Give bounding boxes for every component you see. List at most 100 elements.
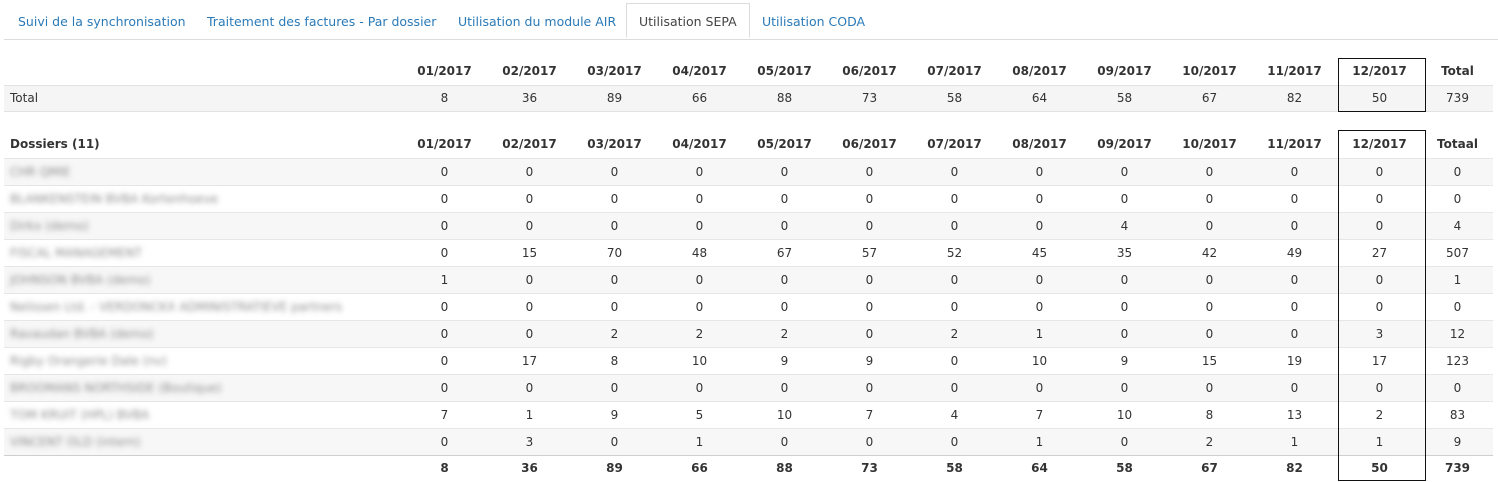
dossier-month-cell: 49 xyxy=(1286,245,1303,260)
dossier-month-cell: 0 xyxy=(440,245,449,260)
dossier-month-cell: 0 xyxy=(950,353,959,368)
dossier-month-cell: 0 xyxy=(780,218,789,233)
dossier-total-cell: 83 xyxy=(1449,407,1466,422)
dossier-name-redacted: Rigby Orangerie Dale (nv) xyxy=(10,353,167,368)
total-cell: 88 xyxy=(776,91,793,105)
dossier-row: CHR QMIE 0 0 0 0 0 0 0 0 0 0 0 0 0 xyxy=(4,158,1493,185)
dossier-month-cell: 45 xyxy=(1031,245,1048,260)
dossier-month-cell: 2 xyxy=(780,326,789,341)
dossier-month-cell: 0 xyxy=(780,272,789,287)
total-cell: 73 xyxy=(861,91,878,105)
dossier-month-cell: 4 xyxy=(1120,218,1129,233)
dossier-row: Ravaudan BVBA (demo) 0 0 2 2 2 0 2 1 0 0 0 3 12 xyxy=(4,320,1493,347)
tab-module-air[interactable]: Utilisation du module AIR xyxy=(458,14,617,29)
dossier-month-cell: 0 xyxy=(1120,299,1129,314)
total-table-corner xyxy=(4,57,402,85)
dossier-month-cell: 0 xyxy=(1035,272,1044,287)
dossier-month-cell: 0 xyxy=(1120,272,1129,287)
dossier-row: FISCAL MANAGEMENT 0 15 70 48 67 57 52 45 35 42 49 27… xyxy=(4,239,1493,266)
dossier-month-cell: 7 xyxy=(865,407,874,422)
dossier-row: Nelissen Ltd. - VERDONCKX ADMINISTRATIEV… xyxy=(4,293,1493,320)
dossier-month-cell: 9 xyxy=(865,353,874,368)
dossier-month-cell: 2 xyxy=(1205,434,1214,449)
dossier-name-redacted: VINCENT OLD (intern) xyxy=(10,434,141,449)
dossier-total-cell: 0 xyxy=(1453,299,1462,314)
dossier-month-cell: 0 xyxy=(1290,326,1299,341)
dossier-month-cell: 0 xyxy=(610,164,619,179)
dossier-month-cell: 42 xyxy=(1201,245,1218,260)
dossier-month-cell: 1 xyxy=(1290,434,1299,449)
dossier-month-cell: 8 xyxy=(1205,407,1214,422)
dossier-row: JOHNSON BVBA (demo) 1 0 0 0 0 0 0 0 0 0 0 0 1 xyxy=(4,266,1493,293)
dossier-month-cell: 0 xyxy=(780,380,789,395)
total-table: 01/2017 02/2017 03/2017 04/2017 05/2017 … xyxy=(4,57,1493,112)
tab-traitement-factures[interactable]: Traitement des factures - Par dossier xyxy=(207,14,437,29)
total-table-header: 01/2017 02/2017 03/2017 04/2017 05/2017 … xyxy=(4,57,1493,85)
dossier-month-cell: 1 xyxy=(695,434,704,449)
dossier-month-cell: 3 xyxy=(1375,326,1384,341)
dossier-row: TOM KRUIT (HPL) BVBA 7 1 9 5 10 7 4 7 10 8 13 2 83 xyxy=(4,401,1493,428)
dossier-month-cell: 57 xyxy=(861,245,878,260)
dossier-month-cell: 0 xyxy=(1120,191,1129,206)
dossier-month-cell: 9 xyxy=(610,407,619,422)
month-header: 03/2017 xyxy=(587,136,642,151)
dossier-month-cell: 0 xyxy=(865,218,874,233)
month-header: 01/2017 xyxy=(417,63,472,78)
dossier-month-cell: 0 xyxy=(1035,164,1044,179)
month-header: 07/2017 xyxy=(927,63,982,78)
tab-suivi-synchronisation[interactable]: Suivi de la synchronisation xyxy=(18,14,186,29)
dossier-month-cell: 4 xyxy=(950,407,959,422)
dossier-month-cell: 10 xyxy=(776,407,793,422)
dossiers-count-header: Dossiers (11) xyxy=(10,136,100,151)
dossier-row: VINCENT OLD (intern) 0 3 0 1 0 0 0 1 0 2 1 1 9 xyxy=(4,428,1493,455)
dossier-month-cell: 0 xyxy=(525,191,534,206)
dossier-month-cell: 17 xyxy=(1371,353,1388,368)
dossier-month-cell: 0 xyxy=(525,272,534,287)
dossier-name-redacted: TOM KRUIT (HPL) BVBA xyxy=(10,407,150,422)
dossier-name-redacted: FISCAL MANAGEMENT xyxy=(10,245,142,260)
footer-total-cell: 50 xyxy=(1371,461,1388,476)
footer-total-cell: 73 xyxy=(861,461,878,476)
total-row-label: Total xyxy=(10,91,39,105)
dossier-month-cell: 0 xyxy=(1035,191,1044,206)
month-header: 11/2017 xyxy=(1267,63,1322,78)
total-cell: 8 xyxy=(440,91,449,105)
dossier-month-cell: 0 xyxy=(780,299,789,314)
totaal-column-header: Totaal xyxy=(1437,136,1478,151)
dossier-month-cell: 0 xyxy=(950,380,959,395)
tab-utilisation-coda[interactable]: Utilisation CODA xyxy=(762,14,866,29)
dossier-row: BLANKENSTEIN BVBA Kortenhoeve 0 0 0 0 0 0 0 0 0 0 0… xyxy=(4,185,1493,212)
total-cell: 89 xyxy=(606,91,623,105)
footer-total-label xyxy=(4,455,402,481)
dossier-month-cell: 0 xyxy=(610,191,619,206)
dossier-month-cell: 2 xyxy=(695,326,704,341)
dossier-row: Dirkx (demo) 0 0 0 0 0 0 0 0 4 0 0 0 4 xyxy=(4,212,1493,239)
dossier-name-cell: BLANKENSTEIN BVBA Kortenhoeve xyxy=(4,185,402,212)
dossier-month-cell: 0 xyxy=(1290,299,1299,314)
dossier-month-cell: 0 xyxy=(1035,218,1044,233)
month-header: 07/2017 xyxy=(927,136,982,151)
dossier-month-cell: 0 xyxy=(525,380,534,395)
month-header: 08/2017 xyxy=(1012,63,1067,78)
dossier-month-cell: 48 xyxy=(691,245,708,260)
total-cell: 50 xyxy=(1371,91,1388,105)
dossier-month-cell: 0 xyxy=(695,218,704,233)
footer-total-cell: 67 xyxy=(1201,461,1218,476)
total-cell: 58 xyxy=(1116,91,1133,105)
dossier-row: BROOMANS NORTHSIDE (Boutique) 0 0 0 0 0 0 0 0 0 0 0… xyxy=(4,374,1493,401)
month-header: 02/2017 xyxy=(502,63,557,78)
tab-utilisation-sepa[interactable]: Utilisation SEPA xyxy=(626,3,750,38)
dossier-month-cell: 10 xyxy=(1116,407,1133,422)
month-header: 05/2017 xyxy=(757,136,812,151)
footer-total-cell: 89 xyxy=(606,461,623,476)
month-header: 10/2017 xyxy=(1182,136,1237,151)
dossier-name-cell: Rigby Orangerie Dale (nv) xyxy=(4,347,402,374)
dossier-month-cell: 0 xyxy=(1205,218,1214,233)
dossier-name-redacted: Dirkx (demo) xyxy=(10,218,89,233)
total-cell: 66 xyxy=(691,91,708,105)
footer-total-cell: 88 xyxy=(776,461,793,476)
dossier-name-cell: JOHNSON BVBA (demo) xyxy=(4,266,402,293)
dossier-month-cell: 0 xyxy=(1120,434,1129,449)
dossier-total-cell: 9 xyxy=(1453,434,1462,449)
dossier-month-cell: 0 xyxy=(865,434,874,449)
